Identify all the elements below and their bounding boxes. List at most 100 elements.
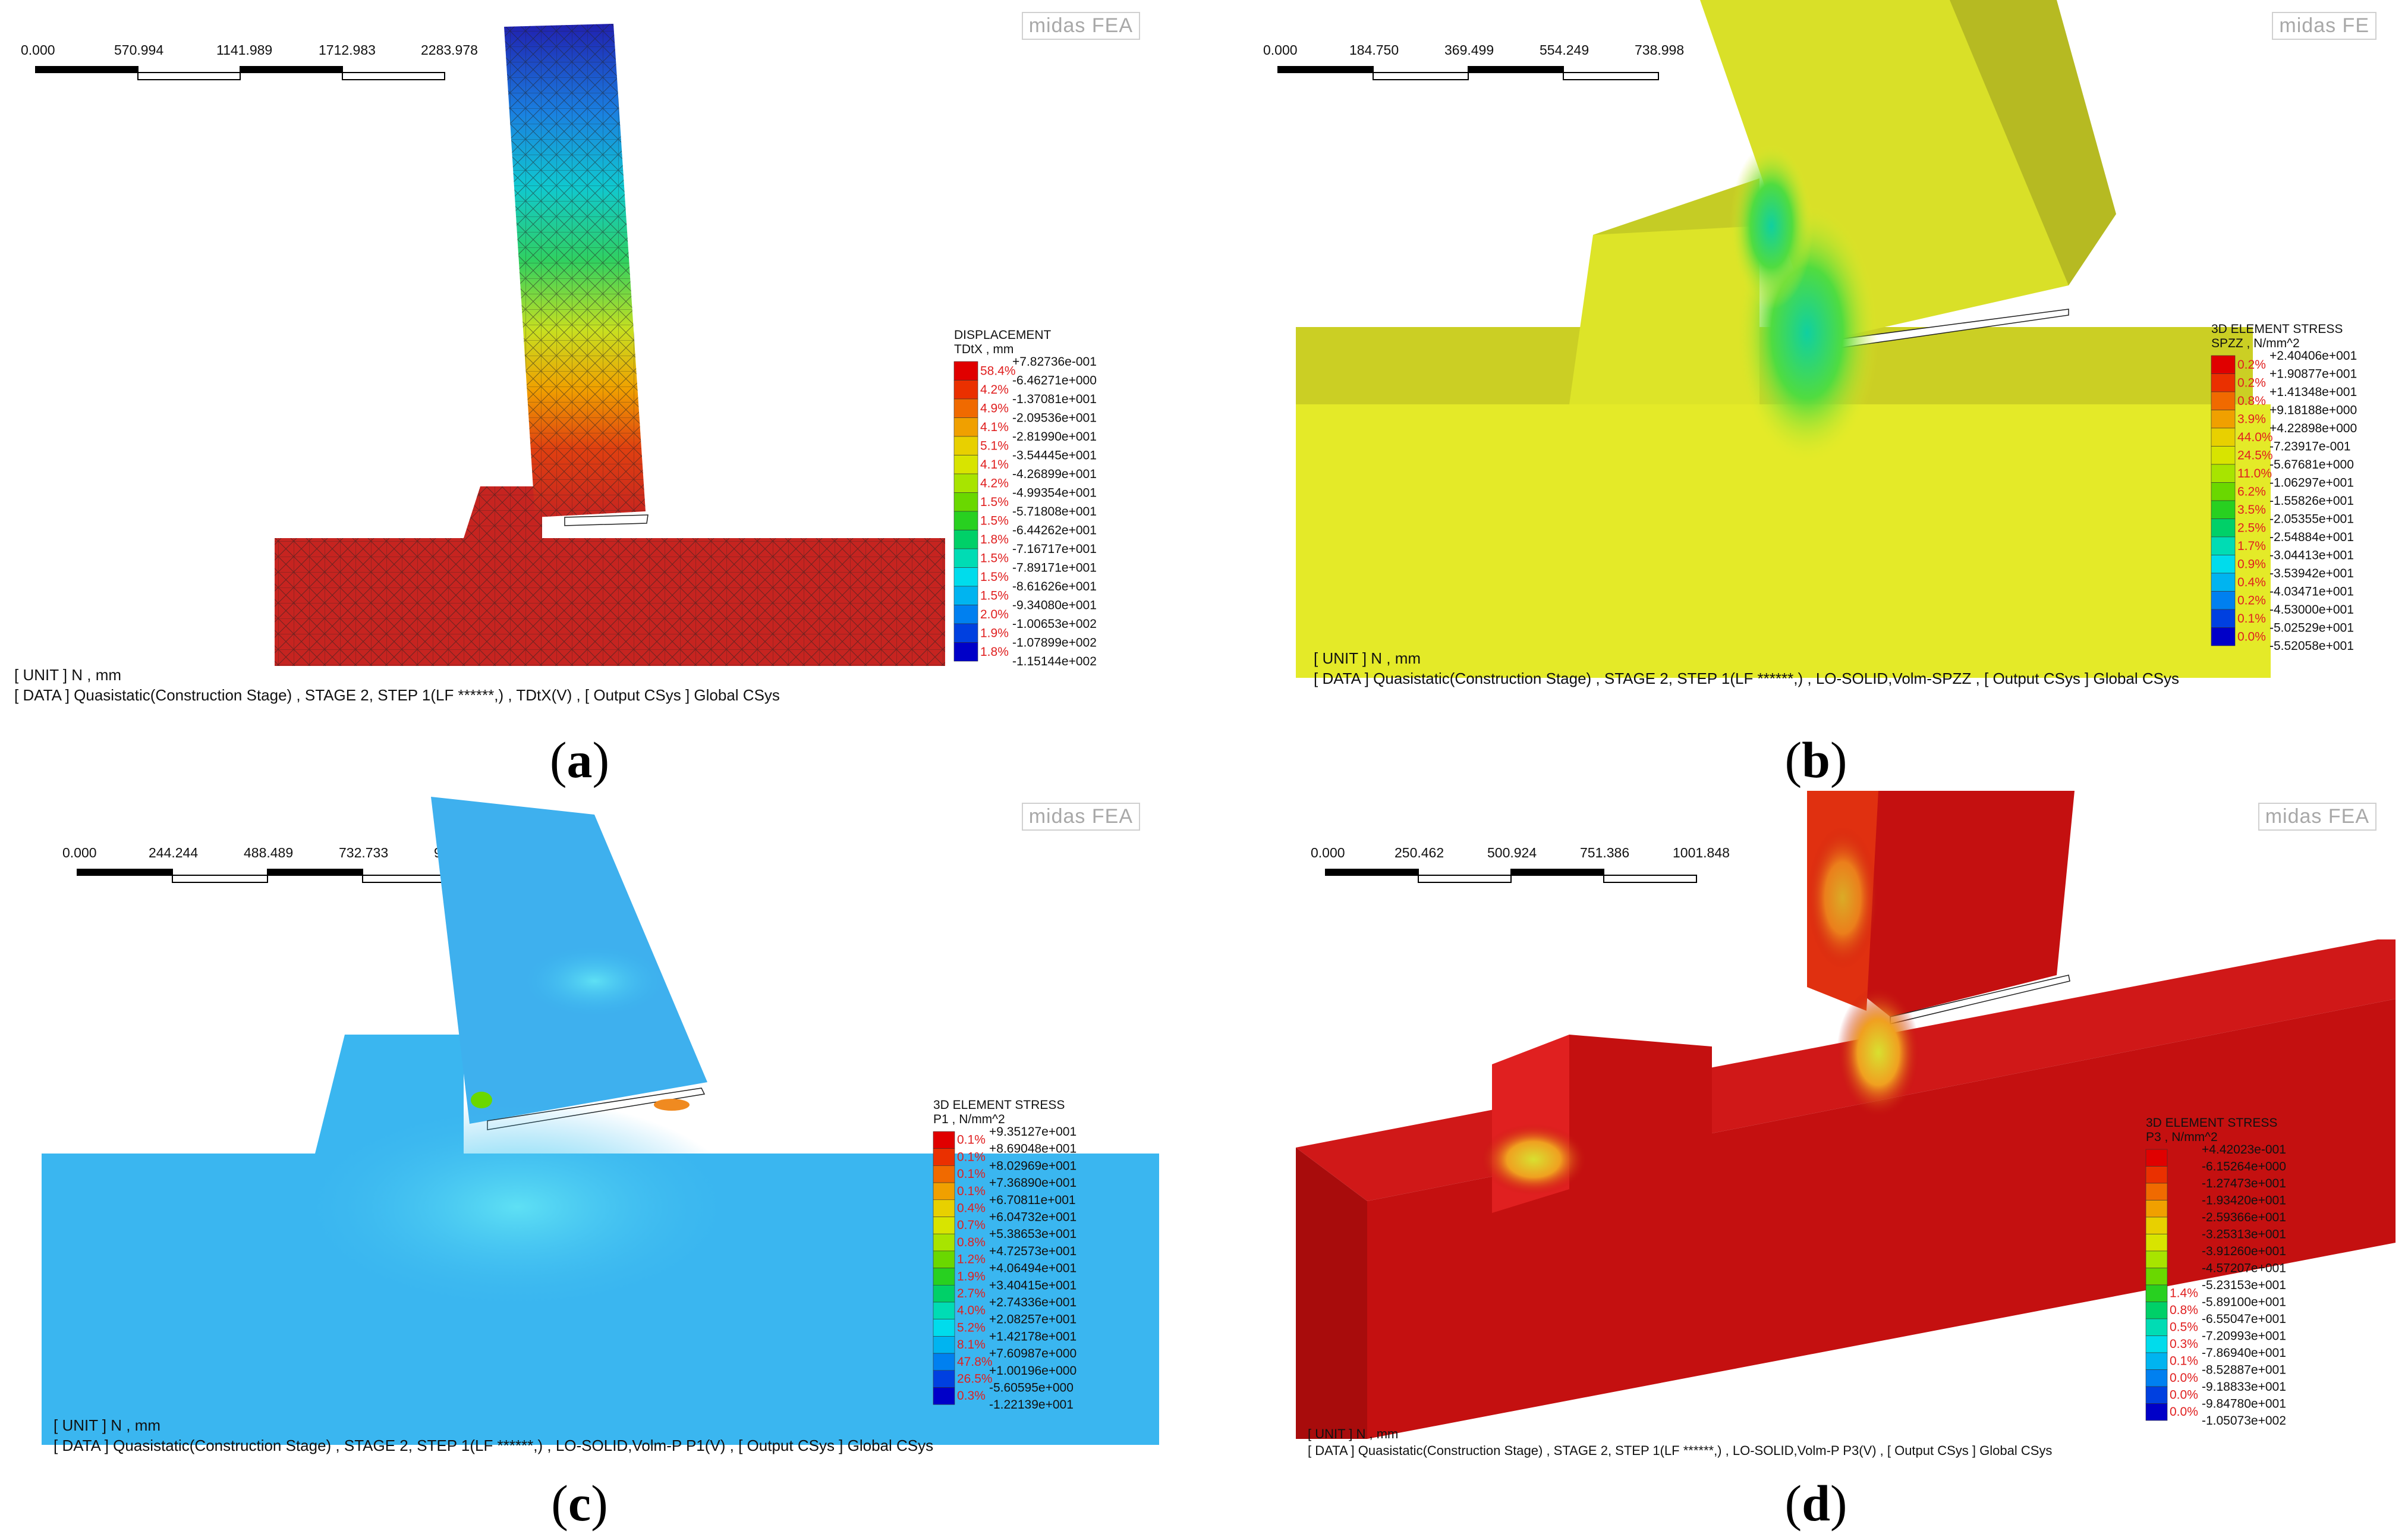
scale-segment — [137, 72, 241, 80]
scale-segment — [1325, 869, 1419, 876]
legend-percent: 0.8% — [957, 1236, 986, 1249]
legend-swatch — [2145, 1234, 2168, 1252]
legend-percent: 5.1% — [980, 439, 1009, 453]
step-block-face — [1569, 226, 1759, 404]
scale-segment — [1277, 66, 1374, 73]
legend-value: +4.22898e+000 — [2269, 422, 2357, 435]
scale-tick-label: 554.249 — [1540, 42, 1589, 58]
legend-value: +6.04732e+001 — [989, 1211, 1076, 1224]
legend-value: -3.53942e+001 — [2269, 567, 2354, 580]
unit-line: [ UNIT ] N , mm — [1314, 649, 1421, 667]
legend-percent: 1.5% — [980, 495, 1009, 509]
legend-value: -2.81990e+001 — [1012, 430, 1097, 444]
legend-swatch — [2145, 1302, 2168, 1319]
legend-swatch — [2211, 500, 2236, 519]
legend-percent: 1.5% — [980, 514, 1009, 528]
legend-swatch — [2211, 355, 2236, 374]
legend-subtitle: SPZZ , N/mm^2 — [2211, 337, 2300, 350]
legend-percent: 1.8% — [980, 533, 1009, 546]
legend-title: 3D ELEMENT STRESS — [2211, 322, 2343, 336]
legend-swatch — [933, 1148, 955, 1166]
legend-subtitle: TDtX , mm — [954, 342, 1013, 356]
panel-a: midas FEA 0.000 570.994 1141.989 1712.983 22… — [0, 0, 1159, 708]
legend-swatch — [2145, 1250, 2168, 1268]
legend-swatch — [933, 1250, 955, 1268]
legend-value: -8.61626e+001 — [1012, 580, 1097, 593]
legend-value: -2.59366e+001 — [2202, 1211, 2286, 1224]
scale-tick-label: 0.000 — [1311, 845, 1345, 860]
legend-value: +5.38653e+001 — [989, 1227, 1076, 1241]
legend-swatch — [2145, 1166, 2168, 1184]
legend-title: 3D ELEMENT STRESS — [2146, 1116, 2277, 1130]
legend-percent: 3.5% — [2237, 503, 2266, 517]
legend-value: +1.90877e+001 — [2269, 367, 2357, 381]
legend-percent: 0.4% — [2237, 576, 2266, 589]
legend-value: -1.05073e+002 — [2202, 1414, 2286, 1428]
scale-segment — [342, 72, 445, 80]
legend-swatch — [2211, 627, 2236, 646]
legend-swatch — [2211, 373, 2236, 392]
legend-percent: 0.0% — [2170, 1405, 2198, 1419]
scale-segment — [1418, 875, 1512, 883]
legend-value: -1.22139e+001 — [989, 1398, 1074, 1412]
column — [1831, 791, 2075, 1017]
legend-value: -6.15264e+000 — [2202, 1160, 2286, 1174]
legend-percent: 0.0% — [2170, 1371, 2198, 1385]
legend-swatch — [933, 1353, 955, 1371]
legend-value: -6.46271e+000 — [1012, 374, 1097, 388]
legend-value: +9.18188e+000 — [2269, 404, 2357, 417]
data-footer: [ UNIT ] N , mm [ DATA ] Quasistatic(Con… — [1314, 648, 2179, 689]
caption-a: (a) — [549, 731, 610, 788]
legend-value: -7.86940e+001 — [2202, 1346, 2286, 1360]
legend-percent: 0.0% — [2170, 1388, 2198, 1402]
legend-swatch — [2211, 609, 2236, 628]
legend-swatch — [953, 511, 978, 530]
legend-swatch — [933, 1131, 955, 1149]
data-line: [ DATA ] Quasistatic(Construction Stage)… — [1308, 1443, 2053, 1458]
legend-value: +2.74336e+001 — [989, 1296, 1076, 1309]
legend-value: -4.99354e+001 — [1012, 486, 1097, 500]
legend-swatch — [2211, 410, 2236, 429]
legend-value: +2.40406e+001 — [2269, 349, 2357, 363]
legend-percent: 5.2% — [957, 1321, 986, 1334]
legend-swatch — [953, 455, 978, 474]
scale-tick-label: 2283.978 — [421, 42, 478, 58]
legend-title: DISPLACEMENT — [954, 328, 1052, 342]
caption-b: (b) — [1784, 731, 1847, 788]
legend-percent: 1.4% — [2170, 1287, 2198, 1300]
legend-value: -6.55047e+001 — [2202, 1312, 2286, 1326]
legend-swatch — [953, 530, 978, 549]
legend-percent: 1.8% — [980, 645, 1009, 659]
scale-tick-label: 570.994 — [114, 42, 163, 58]
legend-swatch — [953, 605, 978, 624]
legend-value: -7.89171e+001 — [1012, 561, 1097, 575]
legend-swatch — [933, 1302, 955, 1320]
legend-value: -9.34080e+001 — [1012, 599, 1097, 612]
legend-value: +4.42023e-001 — [2202, 1143, 2286, 1156]
legend-swatch — [2145, 1352, 2168, 1370]
legend-value: -5.67681e+000 — [2269, 458, 2354, 472]
legend-swatch — [933, 1319, 955, 1337]
legend-swatch — [933, 1233, 955, 1252]
scale-segment — [35, 66, 139, 73]
legend-percent: 1.5% — [980, 589, 1009, 603]
unit-line: [ UNIT ] N , mm — [1308, 1426, 1399, 1441]
legend-value: -5.60595e+000 — [989, 1381, 1074, 1395]
unit-line: [ UNIT ] N , mm — [53, 1416, 161, 1434]
legend-swatch — [953, 586, 978, 605]
legend-value: -5.89100e+001 — [2202, 1296, 2286, 1309]
panel-a-figure: 0.000 570.994 1141.989 1712.983 2283.978 DIS… — [21, 24, 1097, 668]
data-footer: [ UNIT ] N , mm [ DATA ] Quasistatic(Con… — [1308, 1426, 2052, 1459]
legend-value: -5.23153e+001 — [2202, 1278, 2286, 1292]
legend-value: -4.03471e+001 — [2269, 585, 2354, 599]
legend-value: +4.72573e+001 — [989, 1244, 1076, 1258]
legend-swatch — [2211, 555, 2236, 574]
legend-value: -1.00653e+002 — [1012, 617, 1097, 631]
legend-value: -3.04413e+001 — [2269, 549, 2354, 562]
legend-value: +1.00196e+000 — [989, 1364, 1076, 1378]
legend-value: -1.15144e+002 — [1012, 655, 1097, 668]
scale-bar: 0.000 570.994 1141.989 1712.983 2283.978 — [21, 42, 478, 80]
